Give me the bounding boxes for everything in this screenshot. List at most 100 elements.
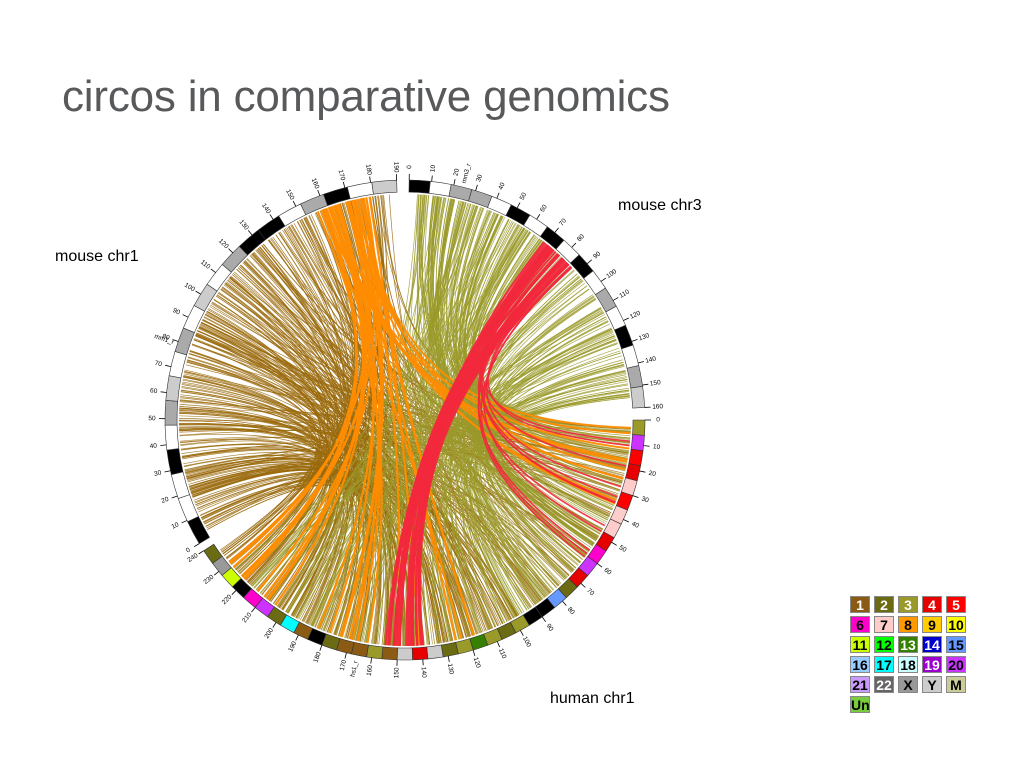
legend-chr-16: 16 bbox=[850, 656, 870, 673]
synteny-link bbox=[465, 361, 624, 624]
tick-label: 0 bbox=[185, 546, 192, 554]
tick-label: 40 bbox=[497, 181, 506, 191]
tick-mark bbox=[554, 227, 559, 233]
mouse-chr3-band bbox=[428, 181, 452, 197]
synteny-link bbox=[340, 372, 627, 637]
ideogram-name: hs1_r bbox=[350, 659, 360, 677]
tick-mark bbox=[643, 445, 650, 447]
tick-mark bbox=[431, 175, 433, 182]
tick-label: 40 bbox=[149, 443, 157, 451]
human-chr1-band bbox=[628, 448, 644, 467]
synteny-link bbox=[479, 242, 627, 467]
mouse-chr1-band bbox=[346, 181, 374, 200]
tick-mark bbox=[370, 657, 372, 664]
tick-label: 230 bbox=[202, 573, 215, 586]
tick-mark bbox=[496, 641, 501, 648]
tick-label: 60 bbox=[150, 387, 158, 395]
synteny-link bbox=[487, 263, 630, 447]
tick-mark bbox=[642, 383, 649, 386]
tick-label: 20 bbox=[648, 470, 657, 478]
synteny-link bbox=[456, 209, 597, 542]
tick-mark bbox=[638, 361, 645, 364]
tick-label: 30 bbox=[153, 469, 162, 477]
tick-label: 180 bbox=[312, 651, 322, 664]
synteny-link bbox=[348, 200, 630, 450]
tick-mark bbox=[496, 192, 500, 199]
synteny-link bbox=[217, 292, 604, 530]
synteny-link bbox=[463, 316, 607, 623]
synteny-link bbox=[256, 197, 379, 592]
mouse-chr3-band bbox=[614, 324, 634, 350]
legend-chr-19: 19 bbox=[922, 656, 942, 673]
synteny-link bbox=[347, 200, 616, 505]
legend-chr-1: 1 bbox=[850, 596, 870, 613]
legend-chr-9: 9 bbox=[922, 616, 942, 633]
legend-chr-18: 18 bbox=[898, 656, 918, 673]
tick-mark bbox=[172, 339, 179, 342]
tick-label: 60 bbox=[539, 203, 549, 213]
synteny-link bbox=[354, 199, 624, 480]
tick-label: 80 bbox=[566, 606, 576, 616]
tick-label: 50 bbox=[148, 415, 156, 422]
synteny-link bbox=[248, 229, 346, 584]
mouse-chr1-band bbox=[177, 494, 199, 523]
tick-mark bbox=[228, 248, 234, 254]
mouse-chr3-band bbox=[621, 344, 640, 369]
tick-label: 80 bbox=[161, 333, 170, 342]
tick-label: 130 bbox=[638, 332, 651, 342]
tick-label: 100 bbox=[183, 282, 196, 294]
synteny-link bbox=[179, 418, 374, 643]
legend-chr-y: Y bbox=[922, 676, 942, 693]
tick-label: 120 bbox=[629, 310, 642, 321]
legend-chr-11: 11 bbox=[850, 636, 870, 653]
legend-chr-7: 7 bbox=[874, 616, 894, 633]
tick-mark bbox=[597, 563, 603, 568]
tick-label: 100 bbox=[521, 635, 533, 648]
legend-chr-12: 12 bbox=[874, 636, 894, 653]
tick-mark bbox=[631, 339, 638, 342]
legend-chr-4: 4 bbox=[922, 596, 942, 613]
tick-label: 110 bbox=[618, 288, 631, 299]
tick-label: 140 bbox=[420, 667, 428, 679]
synteny-link bbox=[362, 197, 476, 636]
tick-label: 10 bbox=[429, 164, 437, 172]
tick-label: 190 bbox=[392, 162, 399, 173]
mouse-chr1-band bbox=[165, 375, 182, 402]
legend-chr-8: 8 bbox=[898, 616, 918, 633]
synteny-link bbox=[323, 208, 626, 471]
synteny-link bbox=[480, 249, 616, 504]
legend-chr-2: 2 bbox=[874, 596, 894, 613]
tick-label: 20 bbox=[161, 496, 170, 505]
tick-mark bbox=[623, 317, 630, 321]
synteny-link bbox=[195, 475, 438, 644]
tick-mark bbox=[292, 200, 297, 207]
tick-label: 120 bbox=[472, 656, 482, 669]
synteny-link bbox=[482, 298, 596, 572]
tick-label: 80 bbox=[576, 233, 586, 243]
tick-mark bbox=[611, 541, 617, 546]
tick-label: 30 bbox=[475, 173, 484, 182]
tick-label: 70 bbox=[558, 217, 568, 227]
synteny-link bbox=[325, 207, 628, 463]
tick-label: 0 bbox=[406, 165, 413, 169]
synteny-link bbox=[179, 409, 536, 605]
tick-label: 140 bbox=[645, 355, 658, 364]
synteny-link bbox=[465, 328, 613, 622]
mouse-chr3-band bbox=[630, 386, 645, 409]
mouse-chr3-band bbox=[408, 179, 431, 194]
mouse-chr1-band bbox=[164, 400, 179, 426]
tick-mark bbox=[447, 656, 450, 663]
synteny-link bbox=[327, 239, 542, 633]
synteny-link bbox=[240, 264, 441, 644]
tick-label: 140 bbox=[260, 202, 272, 215]
legend-chr-un: Un bbox=[850, 696, 870, 713]
synteny-link bbox=[395, 261, 568, 646]
mouse-chr1-band bbox=[164, 424, 180, 451]
tick-label: 180 bbox=[364, 164, 373, 176]
tick-label: 220 bbox=[221, 593, 234, 606]
synteny-link bbox=[226, 281, 341, 608]
human-chr1-band bbox=[426, 644, 444, 660]
slide-title: circos in comparative genomics bbox=[62, 72, 670, 121]
tick-mark bbox=[632, 495, 639, 498]
